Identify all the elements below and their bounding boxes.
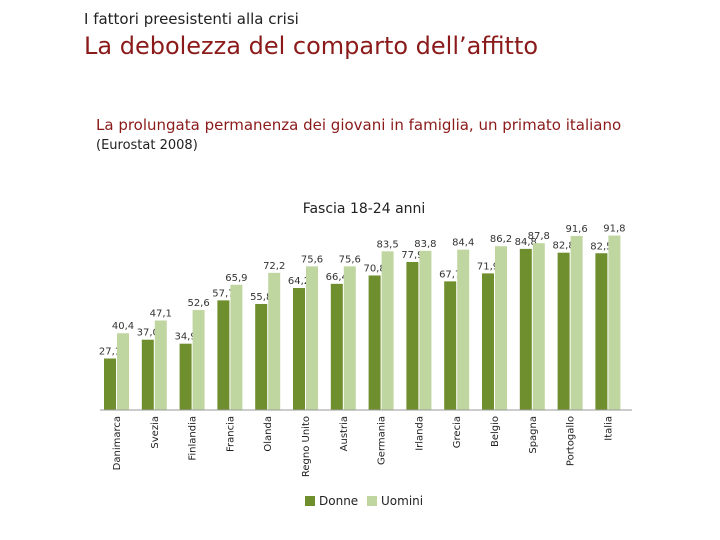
data-label-donne-portogallo: 82,8	[552, 241, 574, 252]
x-tick-label-belgio: Belgio	[490, 416, 501, 447]
bar-uomini-grecia	[457, 249, 470, 410]
bar-uomini-irlanda	[419, 250, 432, 410]
legend-label-uomini: Uomini	[381, 494, 423, 508]
bar-uomini-francia	[230, 284, 243, 410]
data-label-donne-irlanda: 77,9	[401, 250, 423, 261]
data-label-donne-svezia: 37,0	[137, 328, 159, 339]
bar-uomini-portogallo	[570, 235, 583, 410]
data-label-donne-olanda: 55,8	[250, 292, 272, 303]
bar-donne-finlandia	[179, 343, 192, 410]
bar-uomini-spagna	[532, 243, 545, 410]
bar-donne-svezia	[141, 339, 154, 410]
x-tick-label-germania: Germania	[377, 416, 388, 465]
bar-uomini-danimarca	[117, 333, 129, 410]
data-label-uomini-francia: 65,9	[225, 273, 247, 284]
x-tick-label-italia: Italia	[603, 416, 614, 441]
bar-donne-grecia	[444, 281, 457, 410]
data-label-donne-grecia: 67,7	[439, 269, 461, 280]
bar-donne-belgio	[482, 273, 494, 410]
x-tick-label-irlanda: Irlanda	[414, 416, 425, 451]
data-label-uomini-regno-unito: 75,6	[301, 254, 323, 265]
data-label-uomini-olanda: 72,2	[263, 261, 285, 272]
x-tick-label-spagna: Spagna	[528, 416, 539, 454]
bar-uomini-belgio	[495, 246, 507, 410]
bar-donne-italia	[595, 253, 608, 410]
bar-donne-spagna	[519, 248, 532, 410]
x-tick-label-francia: Francia	[225, 416, 236, 452]
data-label-donne-austria: 66,4	[326, 272, 348, 283]
bar-donne-portogallo	[557, 252, 570, 410]
x-tick-label-svezia: Svezia	[150, 416, 161, 449]
legend: Donne Uomini	[305, 494, 423, 508]
data-label-donne-italia: 82,5	[590, 241, 612, 252]
data-label-donne-francia: 57,7	[212, 288, 234, 299]
bar-uomini-italia	[608, 235, 621, 410]
data-label-donne-belgio: 71,9	[477, 261, 499, 272]
chart-title: Fascia 18-24 anni	[303, 201, 426, 217]
data-label-uomini-austria: 75,6	[339, 254, 361, 265]
data-label-donne-spagna: 84,8	[515, 237, 537, 248]
bar-uomini-finlandia	[192, 310, 205, 410]
x-tick-label-regno-unito: Regno Unito	[301, 416, 312, 477]
data-label-donne-germania: 70,8	[363, 263, 385, 274]
x-tick-labels: Danimarca Svezia Finlandia Francia Olanda Reg…	[112, 416, 614, 477]
data-label-uomini-germania: 83,5	[376, 239, 398, 250]
bar-uomini-regno-unito	[306, 266, 318, 410]
data-label-uomini-danimarca: 40,4	[112, 321, 134, 332]
bar-donne-austria	[330, 283, 343, 410]
data-label-uomini-belgio: 86,2	[490, 234, 512, 245]
data-label-uomini-italia: 91,8	[603, 224, 625, 235]
bar-donne-olanda	[255, 303, 268, 410]
bar-uomini-olanda	[268, 272, 281, 410]
bar-uomini-germania	[381, 251, 394, 410]
bar-uomini-austria	[343, 266, 356, 410]
legend-label-donne: Donne	[319, 494, 358, 508]
bar-donne-danimarca	[104, 358, 116, 410]
bar-uomini-svezia	[154, 320, 167, 410]
legend-swatch-uomini	[367, 496, 377, 506]
bars-group: 27,1 40,437,0 47,1 34,9 52,657,7 65,955,8 72,2…	[99, 224, 626, 410]
x-tick-label-finlandia: Finlandia	[188, 416, 199, 461]
data-label-uomini-portogallo: 91,6	[565, 224, 587, 235]
data-label-uomini-spagna: 87,8	[528, 231, 550, 242]
bar-donne-regno-unito	[293, 288, 305, 410]
data-label-donne-finlandia: 34,9	[174, 332, 196, 343]
data-label-uomini-svezia: 47,1	[150, 309, 172, 320]
source-note: (Eurostat 2008)	[96, 138, 198, 153]
data-label-donne-regno-unito: 64,2	[288, 276, 310, 287]
section-kicker: I fattori preesistenti alla crisi	[84, 10, 299, 28]
data-label-uomini-grecia: 84,4	[452, 238, 474, 249]
legend-swatch-donne	[305, 496, 315, 506]
data-label-uomini-finlandia: 52,6	[187, 298, 209, 309]
x-tick-label-portogallo: Portogallo	[566, 416, 577, 466]
bar-donne-germania	[368, 275, 381, 410]
bar-donne-irlanda	[406, 261, 419, 410]
bar-donne-francia	[217, 300, 230, 410]
x-tick-label-austria: Austria	[339, 416, 350, 451]
x-tick-label-danimarca: Danimarca	[112, 416, 123, 470]
data-label-donne-danimarca: 27,1	[99, 347, 121, 358]
page-title: La debolezza del comparto dell’affitto	[84, 32, 539, 60]
chart-subtitle: La prolungata permanenza dei giovani in …	[96, 116, 622, 134]
data-label-uomini-irlanda: 83,8	[414, 239, 436, 250]
x-tick-label-olanda: Olanda	[263, 416, 274, 452]
x-tick-label-grecia: Grecia	[452, 416, 463, 448]
